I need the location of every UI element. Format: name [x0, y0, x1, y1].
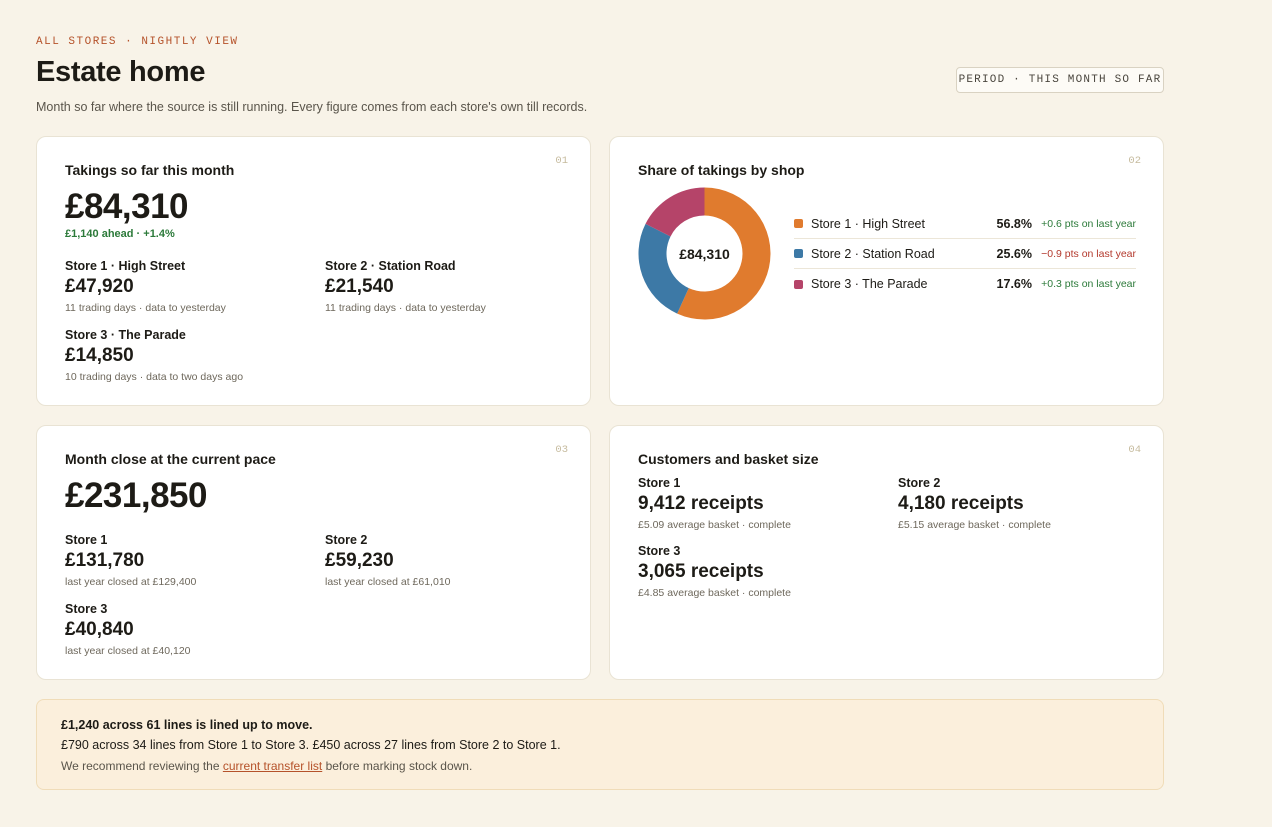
card-title: Share of takings by shop — [638, 162, 805, 178]
banner-detail: £790 across 34 lines from Store 1 to Sto… — [61, 738, 561, 752]
donut-slice-1 — [677, 187, 771, 320]
legend-change: +0.3 pts on last year — [1041, 278, 1136, 290]
store-takings-store-1: Store 1 · High Street £47,920 11 trading… — [65, 259, 226, 314]
takings-total: £84,310 — [65, 187, 189, 226]
legend-percent: 25.6% — [996, 246, 1032, 261]
customers-card: 04 Customers and basket size Store 1 9,4… — [609, 425, 1164, 680]
store-note: £4.85 average basket · complete — [638, 587, 791, 599]
store-note: 10 trading days · data to two days ago — [65, 371, 244, 383]
card-title: Customers and basket size — [638, 451, 819, 467]
store-value: £14,850 — [65, 345, 134, 366]
banner-recommendation: We recommend reviewing the current trans… — [61, 759, 1139, 773]
store-name: Store 1 · High Street — [65, 259, 186, 273]
store-note: last year closed at £40,120 — [65, 645, 191, 657]
legend-swatch — [794, 279, 803, 289]
store-note: £5.09 average basket · complete — [638, 519, 791, 531]
legend-row-store-1: Store 1 · High Street 56.8% +0.6 pts on … — [794, 209, 1136, 239]
legend-change: +0.6 pts on last year — [1041, 217, 1136, 230]
legend-label: Store 2 · Station Road — [811, 246, 935, 261]
legend-percent: 17.6% — [996, 277, 1032, 291]
store-takings-store-2: Store 2 · Station Road £21,540 11 tradin… — [325, 259, 486, 314]
donut-slice-3 — [645, 187, 705, 237]
store-note: 11 trading days · data to yesterday — [325, 302, 486, 314]
store-name: Store 3 — [65, 602, 108, 616]
donut-slice-2 — [638, 223, 689, 314]
banner-rec-before: We recommend reviewing the — [61, 759, 223, 773]
page-title: Estate home — [36, 56, 206, 88]
store-customers-store-2: Store 2 4,180 receipts £5.15 average bas… — [898, 476, 1051, 531]
store-name: Store 3 — [638, 544, 681, 558]
takings-delta: £1,140 ahead · +1.4% — [65, 228, 175, 240]
card-number: 01 — [555, 155, 568, 167]
legend-swatch — [794, 219, 803, 228]
legend-change: −0.9 pts on last year — [1041, 247, 1136, 260]
store-pace-store-2: Store 2 £59,230 last year closed at £61,… — [325, 533, 451, 588]
card-title: Takings so far this month — [65, 162, 235, 178]
donut-center-label: £84,310 — [679, 245, 730, 262]
legend-label: Store 1 · High Street — [811, 216, 925, 231]
legend-row-store-2: Store 2 · Station Road 25.6% −0.9 pts on… — [794, 239, 1136, 269]
store-name: Store 2 · Station Road — [325, 259, 456, 273]
store-value: £21,540 — [325, 276, 394, 297]
transfer-banner: £1,240 across 61 lines is lined up to mo… — [36, 699, 1164, 790]
store-note: last year closed at £129,400 — [65, 576, 197, 588]
card-number: 03 — [555, 444, 568, 456]
store-note: £5.15 average basket · complete — [898, 519, 1051, 531]
store-pace-store-3: Store 3 £40,840 last year closed at £40,… — [65, 602, 191, 657]
store-name: Store 2 — [898, 476, 941, 490]
store-value: £59,230 — [325, 550, 394, 571]
page-eyebrow: ALL STORES · NIGHTLY VIEW — [36, 36, 239, 48]
store-value: £47,920 — [65, 276, 134, 297]
store-value: £40,840 — [65, 619, 134, 640]
receipts-count: 4,180 receipts — [898, 493, 1024, 514]
legend-percent: 56.8% — [996, 216, 1032, 231]
store-name: Store 1 — [638, 476, 681, 490]
banner-headline: £1,240 across 61 lines is lined up to mo… — [61, 718, 313, 732]
share-card: 02 Share of takings by shop £84,310 Stor… — [609, 136, 1164, 406]
share-legend: Store 1 · High Street 56.8% +0.6 pts on … — [794, 209, 1136, 299]
transfer-list-link[interactable]: current transfer list — [222, 759, 323, 773]
store-takings-store-3: Store 3 · The Parade £14,850 10 trading … — [65, 328, 243, 383]
legend-row-store-3: Store 3 · The Parade 17.6% +0.3 pts on l… — [794, 269, 1136, 299]
pace-card: 03 Month close at the current pace £231,… — [36, 425, 591, 680]
card-number: 04 — [1128, 444, 1141, 456]
legend-label: Store 3 · The Parade — [811, 277, 928, 291]
pace-total: £231,850 — [65, 476, 207, 515]
store-name: Store 1 — [65, 533, 108, 547]
legend-swatch — [794, 249, 803, 258]
receipts-count: 9,412 receipts — [638, 493, 764, 514]
card-number: 02 — [1128, 155, 1141, 167]
banner-rec-after: before marking stock down. — [322, 759, 473, 773]
donut-svg — [638, 187, 771, 320]
store-value: £131,780 — [65, 550, 145, 571]
store-customers-store-1: Store 1 9,412 receipts £5.09 average bas… — [638, 476, 791, 531]
store-name: Store 2 — [325, 533, 368, 547]
store-customers-store-3: Store 3 3,065 receipts £4.85 average bas… — [638, 544, 791, 599]
period-selector[interactable]: PERIOD · THIS MONTH SO FAR — [956, 67, 1164, 93]
store-name: Store 3 · The Parade — [65, 328, 186, 342]
page-subtitle: Month so far where the source is still r… — [36, 100, 588, 114]
store-note: last year closed at £61,010 — [325, 576, 451, 588]
card-title: Month close at the current pace — [65, 451, 276, 467]
takings-card: 01 Takings so far this month £84,310 £1,… — [36, 136, 591, 406]
store-pace-store-1: Store 1 £131,780 last year closed at £12… — [65, 533, 196, 588]
share-donut-chart: £84,310 — [638, 187, 771, 320]
store-note: 11 trading days · data to yesterday — [65, 302, 226, 314]
receipts-count: 3,065 receipts — [638, 561, 764, 582]
